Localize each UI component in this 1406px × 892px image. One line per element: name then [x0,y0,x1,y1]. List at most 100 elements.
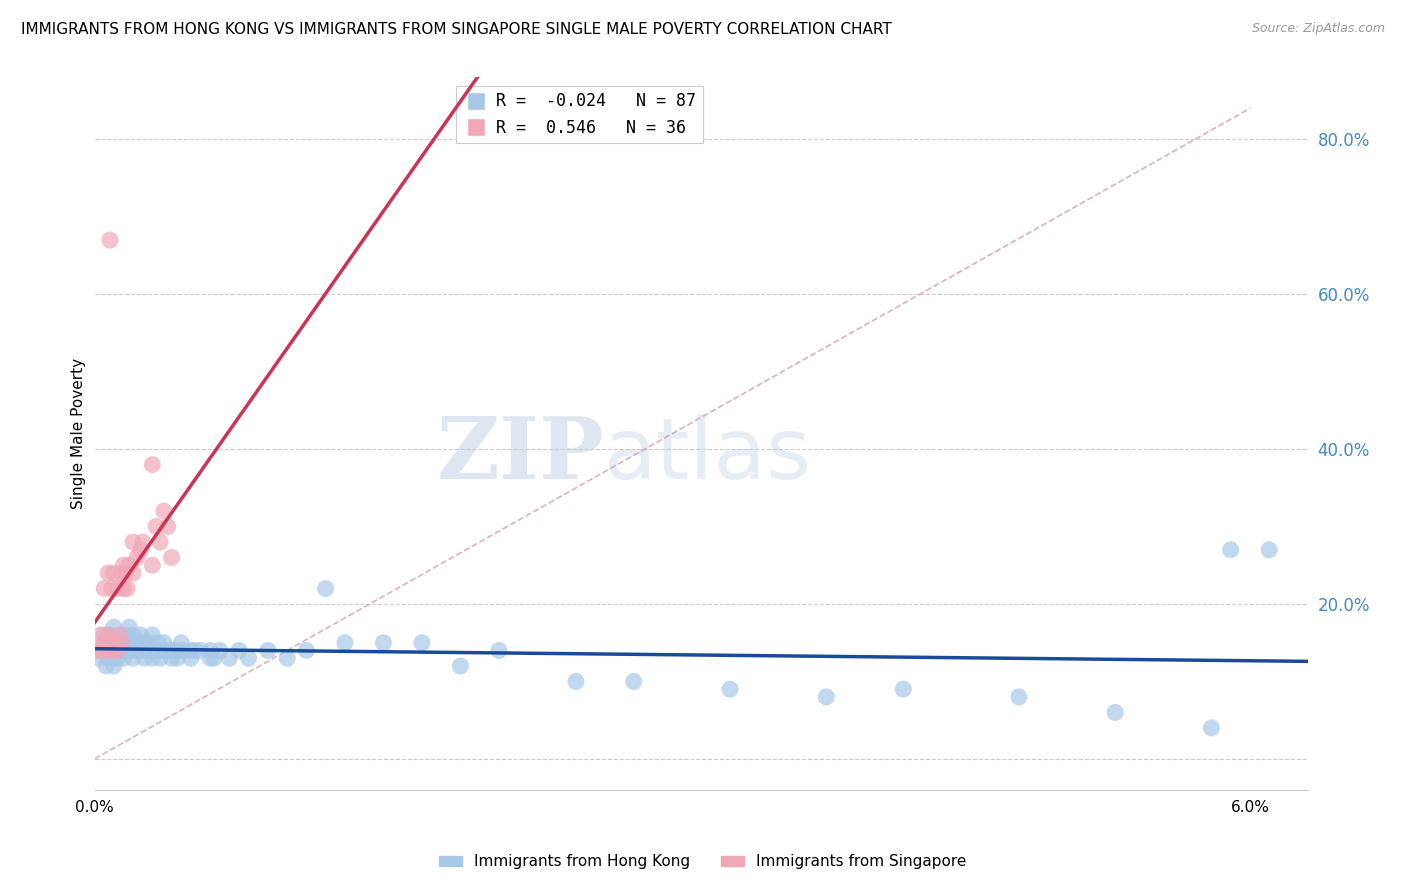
Point [1201,721,1223,735]
Point [295,643,318,657]
Point [107,582,129,596]
Point [110,636,132,650]
Point [97,566,120,580]
Point [180,643,202,657]
Point [125,643,148,657]
Text: Source: ZipAtlas.com: Source: ZipAtlas.com [1251,22,1385,36]
Point [153,636,176,650]
Legend: Immigrants from Hong Kong, Immigrants from Singapore: Immigrants from Hong Kong, Immigrants fr… [433,848,973,875]
Point [118,620,141,634]
Point [150,643,173,657]
Point [104,636,127,650]
Point [1104,706,1126,720]
Point [149,535,172,549]
Point [160,651,183,665]
Point [218,651,240,665]
Point [98,628,121,642]
Point [129,628,152,642]
Point [112,651,135,665]
Point [114,628,136,642]
Point [141,643,163,657]
Point [156,643,179,657]
Y-axis label: Single Male Poverty: Single Male Poverty [72,358,86,509]
Point [110,636,132,650]
Point [89,628,111,642]
Point [891,682,914,697]
Point [138,636,160,650]
Point [98,636,121,650]
Point [373,636,395,650]
Point [117,643,139,657]
Point [122,566,145,580]
Point [103,643,125,657]
Point [257,643,280,657]
Point [125,636,148,650]
Point [183,643,205,657]
Point [165,643,187,657]
Point [97,636,120,650]
Point [107,636,129,650]
Point [97,651,120,665]
Point [449,659,471,673]
Point [87,651,110,665]
Text: IMMIGRANTS FROM HONG KONG VS IMMIGRANTS FROM SINGAPORE SINGLE MALE POVERTY CORRE: IMMIGRANTS FROM HONG KONG VS IMMIGRANTS … [21,22,891,37]
Point [107,651,129,665]
Point [190,643,212,657]
Point [89,643,111,657]
Point [170,636,193,650]
Point [1008,690,1031,704]
Text: ZIP: ZIP [436,413,605,497]
Point [718,682,741,697]
Point [103,643,125,657]
Point [180,651,202,665]
Point [134,636,156,650]
Point [153,504,176,518]
Point [146,636,169,650]
Point [101,636,124,650]
Point [135,643,157,657]
Point [122,628,145,642]
Point [132,643,155,657]
Point [141,558,163,573]
Point [145,519,167,533]
Point [91,643,114,657]
Point [94,643,117,657]
Point [108,628,131,642]
Point [208,643,231,657]
Point [112,558,135,573]
Point [87,643,110,657]
Point [93,582,115,596]
Point [101,651,124,665]
Point [411,636,433,650]
Point [141,628,163,642]
Point [114,643,136,657]
Point [238,651,260,665]
Point [276,651,298,665]
Point [333,636,356,650]
Point [128,643,150,657]
Point [114,566,136,580]
Point [488,643,510,657]
Point [160,550,183,565]
Point [97,628,120,642]
Point [103,566,125,580]
Point [94,659,117,673]
Point [93,636,115,650]
Point [101,582,124,596]
Point [93,636,115,650]
Point [107,643,129,657]
Point [172,643,194,657]
Point [94,643,117,657]
Point [103,636,125,650]
Point [108,643,131,657]
Point [110,566,132,580]
Point [125,550,148,565]
Point [98,643,121,657]
Point [110,643,132,657]
Point [141,458,163,472]
Point [118,558,141,573]
Point [623,674,645,689]
Point [198,643,221,657]
Point [129,542,152,557]
Point [108,628,131,642]
